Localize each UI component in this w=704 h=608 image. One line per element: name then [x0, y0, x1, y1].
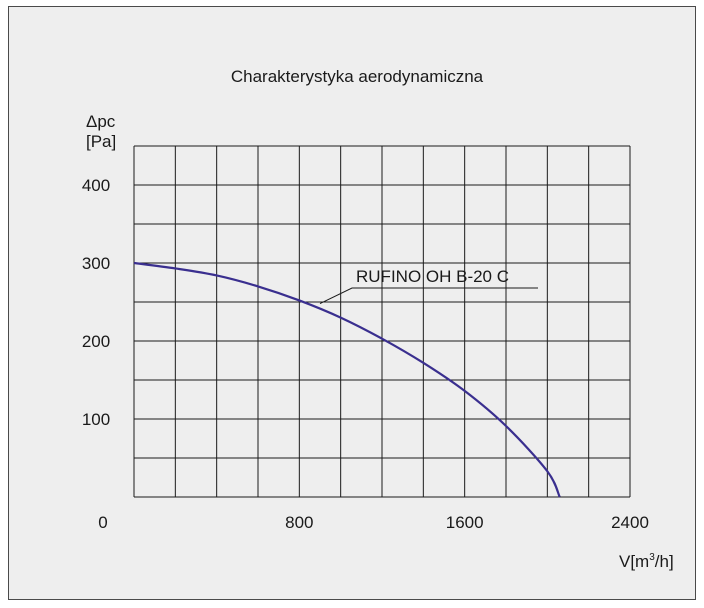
x-axis-label: V[m3/h]	[619, 552, 674, 571]
series-annotation-label: RUFINO OH B-20 C	[356, 267, 509, 286]
chart-panel	[8, 6, 696, 600]
chart-title: Charakterystyka aerodynamiczna	[231, 67, 484, 86]
grid	[133, 145, 631, 498]
series-line	[133, 261, 561, 498]
y-axis-label-symbol: Δpc	[86, 112, 116, 131]
series-group: RUFINO OH B-20 C	[133, 261, 561, 498]
tick-labels: 800 1600 2400 100 200 300 400	[82, 176, 649, 532]
y-tick-label: 100	[82, 410, 110, 429]
x-axis-label-suffix: /h]	[655, 552, 674, 571]
x-tick-label: 1600	[446, 513, 484, 532]
x-tick-label-origin: 0	[98, 513, 107, 532]
series-annotation-leader	[319, 287, 538, 305]
x-axis-label-superscript: 3	[649, 552, 655, 563]
x-axis-label-prefix: V[m	[619, 552, 649, 571]
x-tick-label: 800	[285, 513, 313, 532]
y-tick-label: 300	[82, 254, 110, 273]
x-tick-label: 2400	[611, 513, 649, 532]
y-tick-label: 200	[82, 332, 110, 351]
y-axis-label-unit: [Pa]	[86, 132, 116, 151]
y-tick-label: 400	[82, 176, 110, 195]
